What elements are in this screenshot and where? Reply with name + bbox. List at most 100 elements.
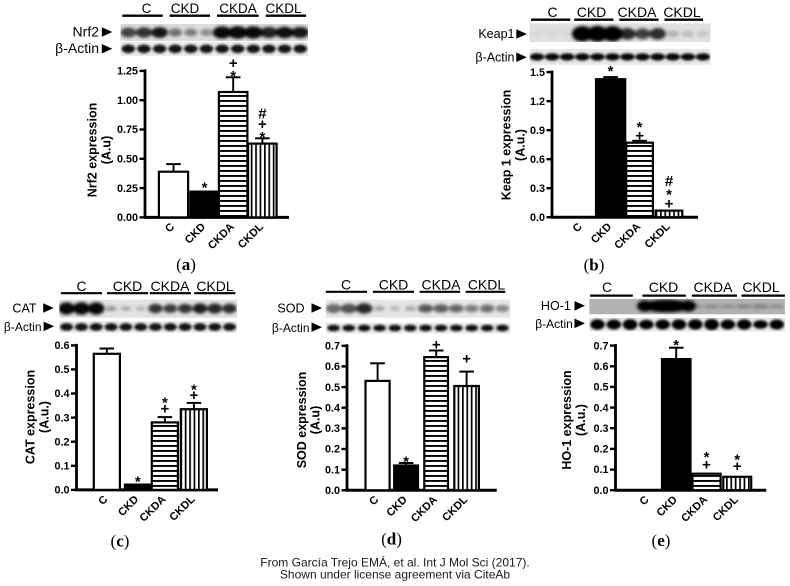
svg-text:*: * — [704, 449, 710, 466]
svg-text:*: * — [666, 187, 672, 204]
svg-text:0.75: 0.75 — [117, 124, 138, 136]
svg-text:*: * — [673, 337, 679, 354]
svg-text:0.1: 0.1 — [54, 461, 69, 473]
svg-text:β-Actin: β-Actin — [55, 40, 99, 56]
svg-text:CKD: CKD — [183, 221, 208, 246]
svg-text:Shown under license agreement: Shown under license agreement via CiteAb — [280, 568, 510, 582]
svg-text:C: C — [76, 278, 86, 294]
svg-text:1.25: 1.25 — [117, 66, 138, 78]
svg-text:CKDA: CKDA — [422, 276, 462, 292]
svg-text:1.00: 1.00 — [117, 95, 138, 107]
svg-text:+: + — [229, 55, 238, 72]
svg-text:0.6: 0.6 — [593, 361, 608, 373]
svg-text:*: * — [162, 395, 168, 412]
svg-text:*: * — [230, 68, 236, 85]
svg-text:0.0: 0.0 — [530, 212, 545, 224]
svg-text:0.2: 0.2 — [593, 444, 608, 456]
svg-text:0.6: 0.6 — [530, 154, 545, 166]
svg-text:CKDA: CKDA — [151, 278, 191, 294]
svg-text:0.5: 0.5 — [54, 364, 69, 376]
svg-text:(e): (e) — [652, 531, 671, 550]
svg-text:CKD: CKD — [655, 494, 680, 519]
svg-text:(A.u): (A.u) — [309, 406, 323, 434]
svg-text:#: # — [665, 173, 674, 190]
svg-text:(b): (b) — [584, 256, 605, 275]
svg-text:CKDL: CKDL — [440, 494, 470, 524]
svg-text:C: C — [96, 494, 110, 508]
svg-text:CKDL: CKDL — [663, 4, 701, 20]
svg-text:*: * — [202, 180, 208, 197]
svg-text:C: C — [367, 494, 381, 508]
svg-text:CKDL: CKDL — [643, 221, 673, 251]
svg-text:CKDA: CKDA — [679, 494, 710, 525]
svg-text:*: * — [734, 452, 740, 469]
svg-text:CKDL: CKDL — [167, 493, 197, 523]
svg-text:0.6: 0.6 — [325, 361, 340, 373]
svg-text:CKDA: CKDA — [219, 1, 257, 16]
svg-text:CKD: CKD — [379, 276, 409, 292]
svg-text:HO-1 expression: HO-1 expression — [560, 370, 574, 469]
svg-text:SOD expression: SOD expression — [295, 372, 309, 469]
svg-text:0.7: 0.7 — [593, 340, 608, 352]
svg-text:0.50: 0.50 — [117, 154, 138, 166]
svg-text:SOD: SOD — [277, 302, 304, 316]
svg-text:CKD: CKD — [589, 221, 614, 246]
svg-text:*: * — [608, 63, 614, 80]
svg-text:CKD: CKD — [384, 494, 409, 519]
svg-text:(c): (c) — [111, 532, 130, 551]
svg-text:0.2: 0.2 — [54, 436, 69, 448]
svg-text:CKDL: CKDL — [711, 494, 741, 524]
svg-text:C: C — [163, 221, 177, 235]
svg-text:Nrf2: Nrf2 — [73, 24, 100, 40]
svg-text:β-Actin: β-Actin — [475, 51, 514, 65]
svg-text:(d): (d) — [381, 530, 402, 549]
svg-text:*: * — [403, 454, 409, 471]
svg-text:β-Actin: β-Actin — [272, 321, 310, 335]
svg-text:0.6: 0.6 — [54, 340, 69, 352]
svg-text:0.9: 0.9 — [530, 125, 545, 137]
svg-text:C: C — [571, 221, 585, 235]
svg-text:HO-1: HO-1 — [541, 299, 571, 313]
svg-text:CKDA: CKDA — [206, 221, 237, 252]
svg-text:From García Trejo EMÁ, et al.: From García Trejo EMÁ, et al. Int J Mol … — [260, 555, 529, 570]
svg-text:0.3: 0.3 — [325, 423, 340, 435]
svg-text:(A.u.): (A.u.) — [514, 129, 528, 161]
svg-text:+: + — [161, 401, 170, 418]
svg-text:+: + — [665, 195, 674, 212]
svg-text:0.4: 0.4 — [54, 388, 69, 400]
svg-text:0.25: 0.25 — [117, 183, 138, 195]
svg-text:C: C — [142, 1, 152, 16]
svg-text:0.5: 0.5 — [593, 382, 608, 394]
svg-text:0.3: 0.3 — [54, 412, 69, 424]
svg-text:0.3: 0.3 — [530, 183, 545, 195]
svg-text:+: + — [733, 458, 742, 475]
svg-text:*: * — [135, 474, 141, 491]
svg-text:#: # — [258, 106, 267, 123]
svg-text:0.4: 0.4 — [325, 402, 340, 414]
svg-text:C: C — [602, 279, 612, 295]
svg-text:β-Actin: β-Actin — [535, 317, 573, 331]
svg-text:+: + — [190, 387, 199, 404]
svg-text:(A.u.): (A.u.) — [574, 404, 588, 436]
svg-text:CKD: CKD — [577, 4, 607, 20]
svg-text:0.3: 0.3 — [593, 423, 608, 435]
svg-text:(a): (a) — [176, 255, 196, 274]
svg-text:CAT: CAT — [12, 302, 36, 316]
svg-text:0.1: 0.1 — [325, 464, 340, 476]
svg-text:+: + — [635, 127, 644, 144]
svg-text:0.0: 0.0 — [325, 485, 340, 497]
svg-text:*: * — [259, 129, 265, 146]
svg-text:0.7: 0.7 — [325, 340, 340, 352]
svg-text:+: + — [702, 456, 711, 473]
svg-text:0.1: 0.1 — [593, 464, 608, 476]
svg-text:CKDA: CKDA — [694, 279, 734, 295]
svg-text:*: * — [637, 119, 643, 136]
svg-text:(A.u.): (A.u.) — [38, 401, 52, 433]
svg-text:C: C — [341, 276, 351, 292]
svg-text:CKDL: CKDL — [742, 279, 780, 295]
svg-text:1.5: 1.5 — [530, 67, 545, 79]
svg-text:CKDL: CKDL — [196, 278, 234, 294]
svg-text:+: + — [462, 350, 471, 367]
svg-text:+: + — [432, 336, 441, 353]
svg-text:0.2: 0.2 — [325, 444, 340, 456]
